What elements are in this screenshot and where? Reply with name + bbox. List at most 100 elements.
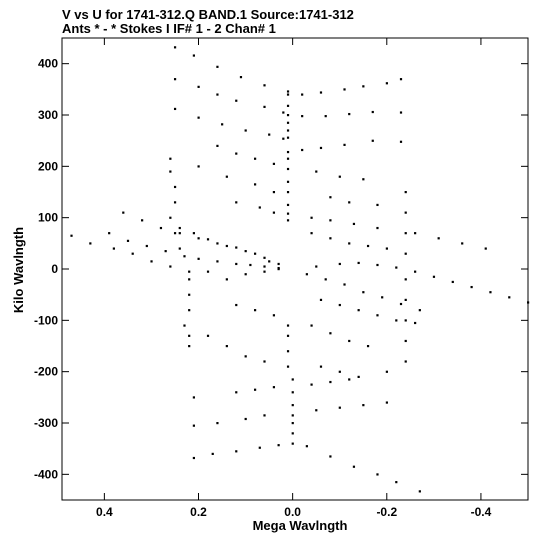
data-point [301,148,304,152]
data-point [343,143,346,146]
data-point [385,82,388,85]
data-point [188,278,191,281]
data-point [310,216,313,219]
data-point [70,234,73,237]
data-point [319,146,323,150]
y-axis-label: Kilo Wavlngth [11,227,26,313]
data-point [385,370,388,373]
plot-title: V vs U for 1741-312.Q BAND.1 Source:1741… [62,7,354,22]
data-point [329,219,332,222]
data-point [197,116,200,119]
data-point [173,201,177,204]
data-point [362,178,365,181]
data-point [235,303,238,307]
data-point [357,261,360,265]
data-point [376,473,379,476]
data-point [366,345,370,348]
data-point [329,332,332,335]
data-point [188,309,191,312]
data-point [173,185,177,189]
data-point [286,157,290,160]
x-axis-label: Mega Wavlngth [253,518,348,533]
data-point [225,278,228,281]
data-point [253,157,257,160]
data-point [206,238,210,241]
data-point [225,345,228,348]
data-point [324,278,327,281]
data-point [348,242,351,245]
data-point [418,490,421,493]
data-point [235,450,238,453]
data-point [277,444,280,447]
data-points [70,46,530,493]
data-point [286,167,290,171]
data-point [258,206,261,209]
data-point [362,85,365,88]
y-tick-label: -100 [34,313,58,327]
data-point [291,422,294,425]
y-tick-label: -300 [34,416,58,430]
data-point [329,237,332,240]
data-point [376,203,379,207]
data-point [310,324,313,327]
data-point [197,165,200,168]
data-point [258,446,261,449]
data-point [188,270,191,273]
data-point [235,246,238,249]
data-point [286,136,290,139]
data-point [376,314,379,317]
data-point [263,84,266,87]
data-point [211,452,214,455]
data-point [282,111,285,114]
data-point [399,302,403,306]
data-point [286,180,290,183]
data-point [395,319,398,322]
data-point [268,260,271,263]
data-point [188,334,191,337]
data-point [286,121,290,124]
data-point [489,291,492,294]
data-point [277,268,280,271]
data-point [169,216,172,219]
data-point [178,232,181,235]
y-tick-label: -400 [34,467,58,481]
data-point [173,232,177,235]
data-point [338,262,341,266]
data-point [253,252,257,255]
data-point [277,262,280,266]
data-point [404,298,407,301]
data-point [348,112,351,116]
data-point [404,211,407,214]
data-point [145,244,148,248]
x-tick-label: 0.0 [284,505,301,519]
data-point [272,191,276,194]
data-point [216,242,219,245]
data-point [286,90,290,93]
data-point [244,417,247,421]
data-point [216,144,219,147]
data-point [192,54,195,57]
data-point [169,170,172,173]
data-point [173,107,177,111]
data-point [301,93,304,96]
data-point [192,424,195,427]
data-point [470,285,473,289]
data-point [122,211,125,214]
data-point [461,242,464,245]
data-point [159,226,163,230]
data-point [291,378,294,381]
data-point [235,152,238,155]
data-point [206,334,210,337]
data-point [244,273,247,276]
y-tick-label: 200 [38,159,58,173]
data-point [263,360,266,363]
data-point [315,170,318,173]
data-point [371,110,374,114]
data-point [301,115,304,118]
data-point [385,247,388,250]
y-tick-label: -200 [34,365,58,379]
data-point [286,93,290,96]
data-point [272,162,276,165]
data-point [305,273,308,276]
data-point [272,386,276,389]
